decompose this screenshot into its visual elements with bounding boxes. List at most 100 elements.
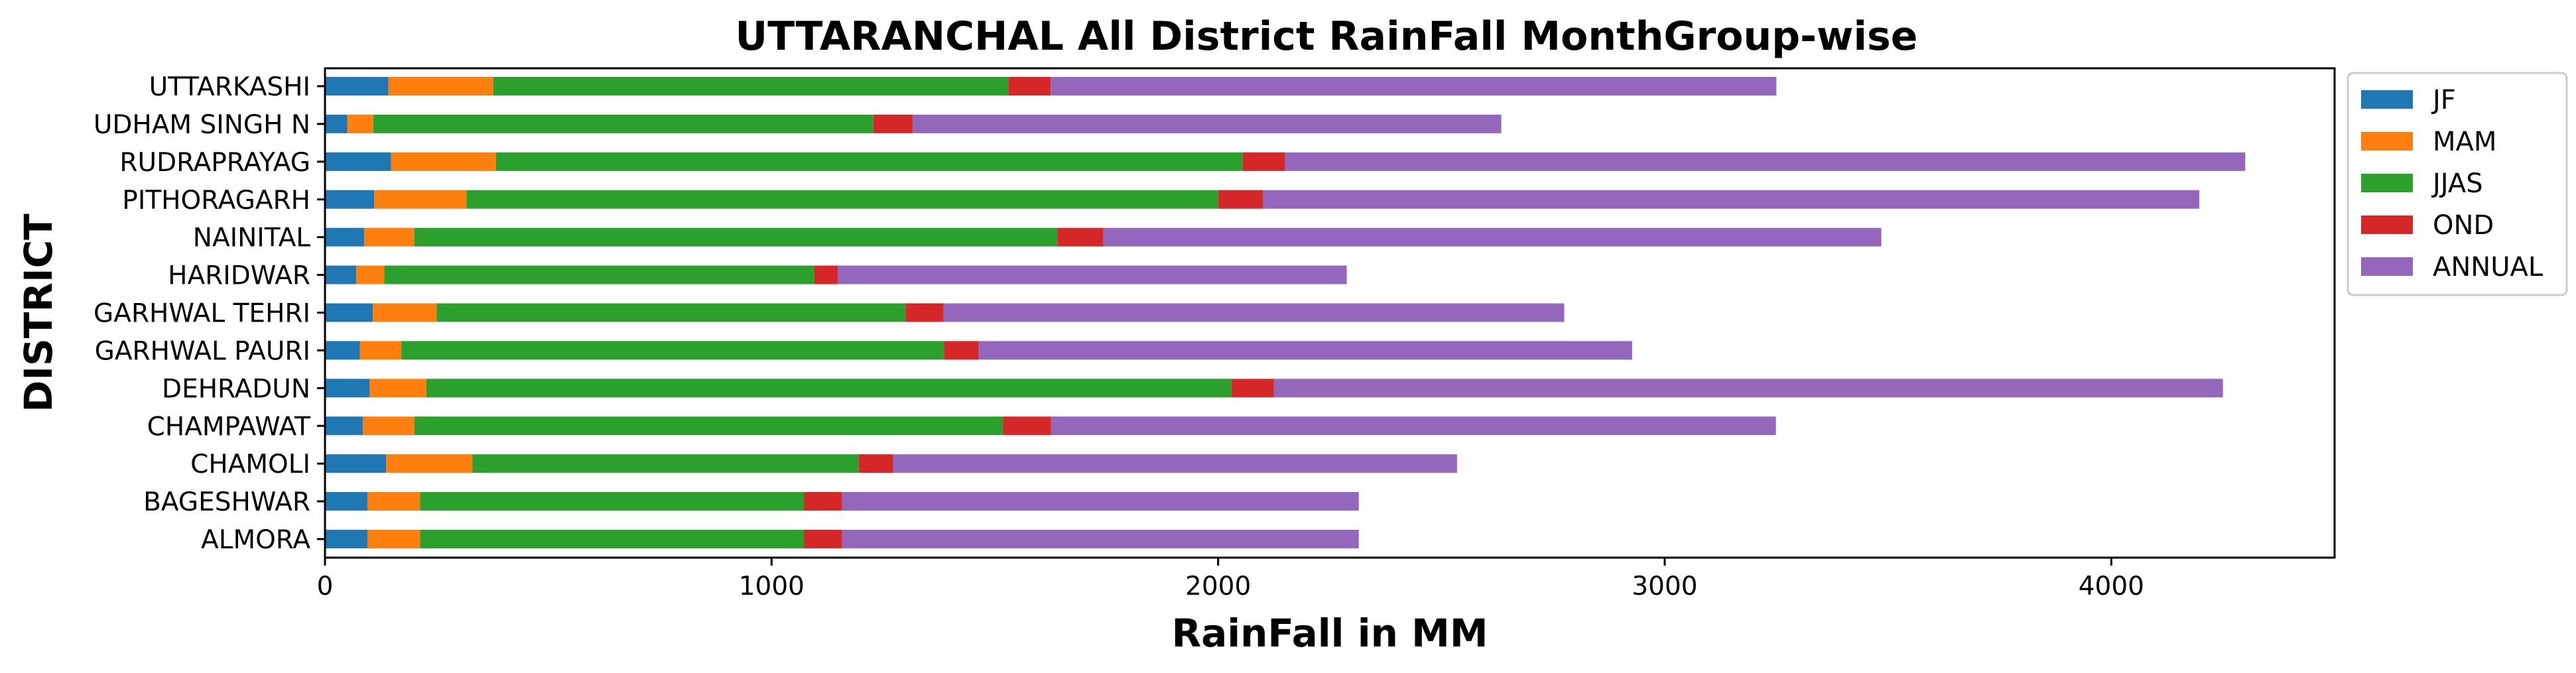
bar-almora-ond — [804, 530, 842, 548]
bar-chamoli-jjas — [472, 454, 859, 473]
bar-garhwal-pauri-ond — [944, 341, 979, 360]
bar-uttarkashi-annual — [1051, 77, 1777, 95]
bar-rudraprayag-mam — [391, 152, 496, 171]
y-tick-label: BAGESHWAR — [143, 487, 310, 517]
bar-champawat-jjas — [414, 416, 1003, 436]
bar-garhwal-tehri-jjas — [436, 303, 906, 322]
x-tick-label: 2000 — [1185, 572, 1251, 601]
bar-haridwar-jf — [325, 265, 357, 284]
legend: JF MAM JJAS OND ANNUAL — [2347, 72, 2568, 296]
bar-haridwar-ond — [814, 265, 838, 284]
bar-almora-mam — [367, 530, 420, 548]
bar-uttarkashi-ond — [1008, 77, 1051, 95]
bar-chamoli-mam — [386, 454, 473, 473]
legend-swatch-jjas — [2361, 174, 2413, 192]
legend-swatch-mam — [2361, 132, 2413, 151]
y-tick-label: UTTARKASHI — [149, 72, 310, 102]
bar-champawat-mam — [363, 416, 415, 436]
bar-garhwal-tehri-annual — [943, 303, 1565, 322]
y-tick-label: GARHWAL TEHRI — [94, 299, 310, 329]
bar-haridwar-annual — [837, 265, 1347, 284]
bar-chamoli-ond — [858, 454, 893, 473]
bar-garhwal-pauri-jf — [325, 341, 360, 360]
bar-dehradun-mam — [369, 379, 426, 398]
bar-pithoragarh-mam — [374, 190, 467, 209]
bar-almora-annual — [842, 530, 1359, 548]
legend-label-jf: JF — [2431, 85, 2456, 115]
bar-rudraprayag-ond — [1242, 152, 1285, 171]
bar-uttarkashi-jf — [325, 77, 389, 95]
bar-pithoragarh-annual — [1263, 190, 2199, 209]
y-axis-ticks: ALMORA BAGESHWAR CHAMOLI CHAMPAWAT DEHRADUN G… — [94, 72, 325, 555]
bar-rudraprayag-jf — [325, 152, 391, 171]
bar-pithoragarh-jf — [325, 190, 375, 209]
bar-garhwal-tehri-jf — [325, 303, 373, 322]
x-axis-title: RainFall in MM — [1171, 611, 1488, 656]
x-tick-label: 4000 — [2079, 572, 2144, 601]
y-tick-label: CHAMOLI — [190, 450, 310, 479]
bar-udham-singh-n-jf — [325, 114, 348, 133]
bar-bageshwar-annual — [842, 492, 1359, 511]
bar-uttarkashi-mam — [388, 77, 493, 95]
legend-swatch-ond — [2361, 215, 2413, 234]
bar-nainital-jf — [325, 227, 365, 247]
bar-udham-singh-n-mam — [347, 114, 373, 133]
bar-rudraprayag-jjas — [495, 152, 1243, 171]
y-tick-label: ALMORA — [201, 525, 310, 555]
y-tick-label: GARHWAL PAURI — [95, 336, 310, 366]
bar-garhwal-pauri-mam — [359, 341, 402, 360]
bar-pithoragarh-ond — [1218, 190, 1263, 209]
y-axis-title: DISTRICT — [16, 214, 61, 412]
plot-frame — [324, 67, 2336, 559]
y-tick-label: PITHORAGARH — [122, 186, 310, 215]
y-tick-label: CHAMPAWAT — [147, 412, 311, 442]
chart-title: UTTARANCHAL All District RainFall MonthG… — [736, 13, 1918, 60]
bar-haridwar-jjas — [384, 265, 814, 284]
bar-udham-singh-n-annual — [913, 114, 1502, 133]
y-tick-label: HARIDWAR — [168, 261, 310, 291]
legend-frame — [2347, 72, 2568, 296]
bar-nainital-ond — [1057, 227, 1104, 247]
x-axis-ticks: 0 1000 2000 3000 4000 — [317, 558, 2144, 601]
x-tick-label: 0 — [317, 572, 334, 601]
bar-champawat-annual — [1051, 416, 1776, 436]
bar-nainital-mam — [364, 227, 415, 247]
bar-dehradun-annual — [1273, 379, 2223, 398]
bar-dehradun-jf — [325, 379, 370, 398]
bar-bageshwar-jjas — [420, 492, 805, 511]
bar-garhwal-pauri-annual — [978, 341, 1632, 360]
bar-chamoli-annual — [893, 454, 1457, 473]
x-tick-label: 1000 — [739, 572, 805, 601]
y-tick-label: UDHAM SINGH N — [94, 110, 310, 140]
bar-garhwal-pauri-jjas — [401, 341, 944, 360]
legend-label-mam: MAM — [2433, 127, 2496, 157]
bar-rudraprayag-annual — [1285, 152, 2246, 171]
bar-uttarkashi-jjas — [493, 77, 1009, 95]
bar-bageshwar-ond — [804, 492, 842, 511]
bar-udham-singh-n-jjas — [373, 114, 873, 133]
y-tick-label: RUDRAPRAYAG — [119, 148, 310, 178]
bar-bageshwar-mam — [367, 492, 420, 511]
bar-nainital-annual — [1103, 227, 1882, 247]
bar-bageshwar-jf — [325, 492, 367, 511]
bar-chamoli-jf — [325, 454, 387, 473]
bar-dehradun-ond — [1231, 379, 1274, 398]
legend-swatch-jf — [2361, 90, 2413, 109]
legend-label-ond: OND — [2433, 210, 2494, 241]
bar-garhwal-tehri-mam — [373, 303, 437, 322]
y-tick-label: NAINITAL — [193, 223, 311, 253]
x-tick-label: 3000 — [1632, 572, 1697, 601]
y-tick-label: DEHRADUN — [162, 374, 310, 404]
bar-haridwar-mam — [356, 265, 385, 284]
bars — [325, 77, 2246, 548]
legend-swatch-annual — [2361, 257, 2413, 276]
legend-label-annual: ANNUAL — [2433, 252, 2544, 282]
legend-label-jjas: JJAS — [2431, 168, 2483, 199]
bar-dehradun-jjas — [426, 379, 1232, 398]
bar-almora-jjas — [420, 530, 805, 548]
bar-garhwal-tehri-ond — [905, 303, 944, 322]
bar-nainital-jjas — [414, 227, 1058, 247]
bar-champawat-ond — [1003, 416, 1051, 436]
bar-pithoragarh-jjas — [466, 190, 1218, 209]
